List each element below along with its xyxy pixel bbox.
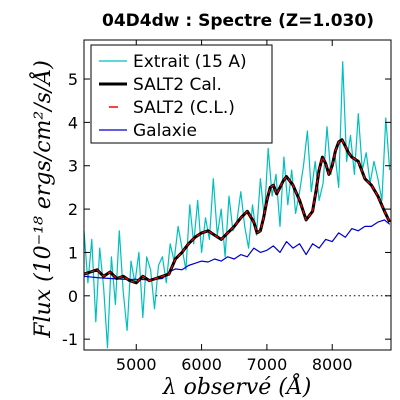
legend-label: SALT2 (C.L.)	[133, 98, 235, 118]
legend: Extrait (15 A) SALT2 Cal. SALT2 (C.L.) Gala…	[90, 44, 273, 144]
y-tick-label: 0	[68, 287, 78, 306]
legend-label: SALT2 Cal.	[133, 75, 222, 95]
y-axis-label: Flux (10⁻¹⁸ ergs/cm²/s/Å)	[28, 60, 56, 339]
chart-title: 04D4dw : Spectre (Z=1.030)	[102, 11, 374, 31]
y-tick-label: 2	[68, 200, 78, 219]
x-axis-label: λ observé (Å)	[162, 372, 312, 400]
x-tick-label: 8000	[312, 355, 353, 374]
x-tick-label: 5000	[116, 355, 157, 374]
series-layer	[83, 61, 392, 349]
legend-label: Galaxie	[133, 121, 197, 141]
plot-frame	[83, 39, 392, 351]
y-tick-label: 3	[68, 157, 78, 176]
y-tick-label: 5	[68, 70, 78, 89]
y-tick-label: 1	[68, 243, 78, 262]
series-line-salt2-cal	[83, 138, 392, 285]
y-tick-label: 4	[68, 113, 78, 132]
x-tick-label: 7000	[247, 355, 288, 374]
x-tick-label: 6000	[181, 355, 222, 374]
ticks-layer: 5000 6000 7000 8000 -1 0 1 2 3 4 5	[62, 40, 391, 374]
y-tick-label: -1	[62, 330, 78, 349]
legend-label: Extrait (15 A)	[133, 52, 247, 72]
series-line-salt2-c-l	[83, 139, 391, 284]
